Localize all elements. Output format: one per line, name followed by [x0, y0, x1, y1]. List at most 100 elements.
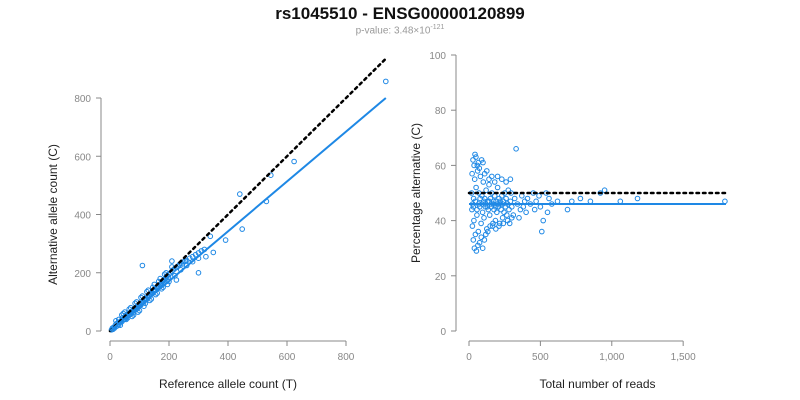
data-point: [507, 176, 514, 182]
allele-count-scatter-panel: 0 200 400 600 800 0 200 400 600 800 Reference alle…: [46, 57, 389, 391]
x-tick-label: 400: [220, 352, 237, 363]
data-point: [503, 195, 509, 202]
x-tick-label: 500: [532, 352, 549, 363]
data-point: [470, 237, 477, 243]
data-point: [480, 179, 487, 185]
data-point: [383, 78, 389, 85]
y-tick-label: 0: [85, 327, 91, 338]
data-point: [291, 158, 297, 165]
data-point: [487, 195, 494, 202]
y-tick-label: 100: [429, 51, 446, 62]
data-point: [489, 223, 496, 229]
data-point: [237, 191, 243, 197]
data-point: [486, 212, 493, 218]
data-point: [484, 226, 490, 232]
p-value-exponent: -121: [430, 24, 445, 31]
data-point: [587, 198, 594, 205]
data-point: [544, 209, 551, 216]
data-point: [520, 204, 527, 210]
data-point: [490, 220, 496, 227]
y-tick-label: 40: [435, 217, 447, 228]
data-point: [577, 195, 584, 202]
data-point: [500, 220, 507, 227]
data-point: [474, 212, 480, 218]
data-point: [489, 173, 495, 180]
y-tick-label: 20: [435, 272, 447, 283]
data-point: [494, 209, 500, 216]
data-point: [506, 206, 512, 213]
data-point: [722, 198, 728, 205]
reference-line-dotted: [108, 57, 388, 333]
data-point: [479, 245, 486, 251]
x-tick-label: 1,500: [671, 352, 696, 363]
data-point: [129, 313, 135, 320]
y-tick-label: 0: [440, 327, 446, 338]
y-tick-label: 400: [74, 211, 91, 222]
data-point: [509, 215, 515, 221]
data-point: [169, 258, 175, 264]
data-point: [493, 226, 499, 232]
data-point: [189, 258, 196, 265]
data-point: [166, 278, 172, 285]
data-point: [222, 237, 229, 243]
data-point: [471, 176, 478, 182]
data-point: [496, 195, 502, 202]
data-point: [484, 168, 490, 174]
data-point: [119, 312, 125, 318]
data-point: [498, 206, 504, 213]
data-point: [478, 234, 485, 240]
percentage-alternative-scatter-panel: 0 500 1,000 1,500 0 20 40 60 80 100 Total number o…: [409, 51, 728, 391]
data-point: [504, 212, 510, 218]
data-point: [516, 215, 522, 221]
data-point: [481, 215, 487, 221]
data-point: [130, 312, 137, 318]
data-point: [481, 237, 488, 243]
data-point: [139, 262, 146, 269]
data-point: [479, 209, 486, 216]
data-point: [207, 233, 214, 240]
p-value-subtitle: p-value: 3.48×10-121: [0, 24, 800, 36]
data-point: [480, 159, 486, 166]
data-point: [617, 198, 624, 205]
data-point: [554, 198, 561, 205]
data-point: [470, 157, 476, 163]
data-point: [531, 206, 538, 213]
data-point: [478, 220, 484, 227]
data-point: [507, 198, 514, 205]
x-tick-label: 0: [466, 352, 472, 363]
data-point: [564, 206, 571, 213]
y-axis-title: Alternative allele count (C): [46, 144, 60, 285]
data-point: [472, 151, 478, 158]
data-point: [504, 217, 511, 224]
data-point: [537, 204, 544, 210]
data-point: [496, 223, 502, 229]
data-point: [477, 195, 483, 202]
data-point: [136, 307, 143, 314]
data-point: [523, 209, 529, 216]
y-tick-label: 800: [74, 94, 91, 105]
data-point: [517, 206, 524, 213]
data-point: [473, 248, 480, 254]
data-point: [485, 228, 491, 235]
data-point: [239, 226, 245, 232]
x-axis-title: Reference allele count (T): [159, 377, 297, 391]
data-point: [483, 187, 489, 193]
data-point: [521, 198, 528, 205]
data-point: [486, 176, 492, 182]
data-point: [513, 146, 519, 152]
data-point: [135, 309, 141, 315]
data-point: [536, 193, 542, 199]
data-point: [477, 173, 484, 180]
data-point: [141, 303, 147, 310]
data-point: [546, 195, 552, 202]
y-tick-label: 600: [74, 152, 91, 163]
data-point: [486, 181, 492, 188]
data-point: [476, 165, 483, 171]
data-point: [491, 206, 497, 213]
data-point: [472, 231, 479, 238]
data-point: [569, 198, 575, 205]
data-point: [471, 162, 477, 169]
data-point: [540, 217, 547, 224]
x-tick-label: 1,000: [599, 352, 624, 363]
